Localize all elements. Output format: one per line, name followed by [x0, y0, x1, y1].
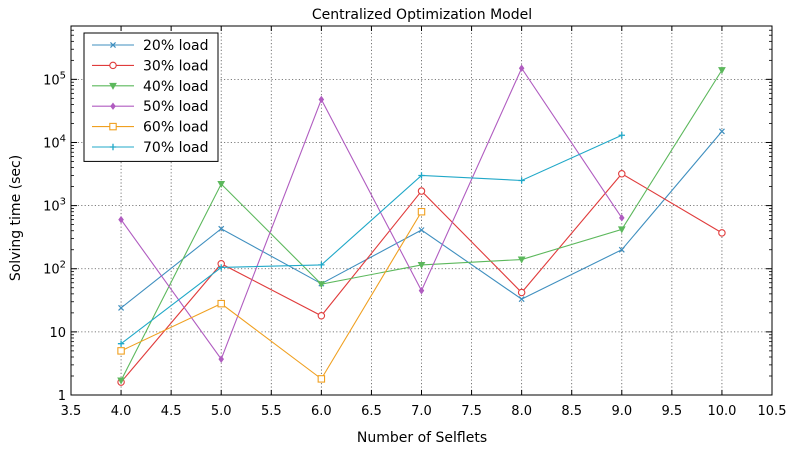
data-point [118, 215, 124, 224]
x-tick-label: 6.5 [361, 404, 382, 419]
legend-label: 50% load [143, 99, 209, 115]
x-tick-label: 5.0 [211, 404, 232, 419]
x-tick-label: 5.5 [261, 404, 282, 419]
data-point [617, 226, 626, 234]
data-point [418, 227, 425, 234]
x-tick-label: 10.5 [758, 404, 787, 419]
x-tick-label: 8.5 [561, 404, 582, 419]
x-tick-label: 8.0 [511, 404, 532, 419]
legend-entry: 70% load [92, 140, 209, 156]
data-point [317, 312, 326, 320]
x-tick-labels: 3.5 4.0 4.5 5.0 5.5 6.0 6.5 7.0 7.5 8.0 8.5 9.0 9.5 1… [61, 404, 787, 419]
legend-entry: 40% load [92, 79, 209, 95]
data-point [518, 296, 525, 303]
legend-box [83, 32, 219, 162]
series-6 [117, 132, 625, 347]
data-point [518, 64, 525, 72]
legend-entry: 60% load [92, 120, 209, 136]
legend-marker [110, 102, 116, 110]
data-point [417, 261, 426, 269]
y-tick-label: 1 [58, 389, 66, 404]
y-axis-title: Solving time (sec) [8, 155, 24, 281]
series-line [120, 211, 422, 380]
legend-marker [109, 61, 117, 70]
x-tick-label: 3.5 [61, 404, 82, 419]
legend-entry: 30% load [92, 58, 209, 74]
data-point [718, 67, 726, 75]
data-point [718, 229, 726, 237]
y-tick-label: 105 [43, 70, 66, 88]
data-point [619, 214, 625, 222]
data-point [217, 181, 226, 189]
series-line [120, 134, 623, 345]
x-tick-label: 7.5 [461, 404, 482, 419]
legend-entry: 20% load [92, 38, 209, 54]
series-3 [117, 67, 726, 385]
x-tick-label: 10.0 [707, 404, 736, 419]
x-axis-title: Number of Selflets [357, 430, 487, 446]
y-tick-label: 102 [43, 260, 66, 278]
data-point [418, 286, 425, 295]
x-tick-label: 4.0 [111, 404, 132, 419]
data-point [218, 225, 225, 232]
data-point [317, 281, 326, 289]
data-point [618, 246, 625, 253]
legend-label: 30% load [143, 58, 209, 74]
x-tick-label: 6.0 [311, 404, 332, 419]
axis-ticks [70, 26, 773, 396]
x-tick-label: 7.0 [411, 404, 432, 419]
data-point [718, 128, 725, 135]
data-point [618, 169, 626, 178]
y-tick-label: 104 [43, 133, 66, 151]
data-point [517, 256, 526, 264]
data-point [618, 132, 625, 139]
series-layer [117, 64, 726, 386]
series-line [120, 67, 623, 361]
data-point [317, 375, 326, 383]
data-point [417, 207, 426, 216]
data-point [417, 187, 426, 195]
series-5 [117, 207, 426, 383]
y-tick-label: 10 [49, 326, 66, 341]
data-point [418, 172, 425, 179]
data-point [318, 95, 325, 104]
data-point [117, 347, 125, 355]
data-point [218, 264, 225, 271]
data-point [517, 288, 526, 297]
x-tick-label: 4.5 [161, 404, 182, 419]
data-point [217, 299, 225, 308]
data-point [117, 377, 125, 385]
legend-label: 70% load [143, 140, 209, 156]
x-tick-label: 9.0 [611, 404, 632, 419]
legend-marker [110, 42, 116, 48]
legend: 20% load 30% load 40% load 50% load 60% load… [83, 32, 219, 162]
data-point [318, 261, 325, 269]
legend-marker [109, 122, 117, 131]
legend-label: 40% load [143, 79, 209, 95]
x-tick-label: 9.5 [662, 404, 683, 419]
legend-marker [109, 82, 117, 90]
series-2 [117, 169, 726, 386]
data-point [218, 355, 224, 363]
legend-entry: 50% load [92, 99, 209, 115]
legend-label: 20% load [143, 38, 209, 54]
legend-marker [109, 143, 117, 151]
data-point [118, 304, 125, 311]
series-1 [118, 128, 725, 311]
series-4 [118, 64, 625, 363]
legend-label: 60% load [143, 120, 209, 136]
data-point [518, 177, 525, 184]
data-point [117, 340, 125, 347]
y-tick-labels: 1 10 102 103 104 105 [43, 70, 66, 404]
chart-title: Centralized Optimization Model [312, 7, 532, 23]
y-tick-label: 103 [43, 197, 66, 215]
